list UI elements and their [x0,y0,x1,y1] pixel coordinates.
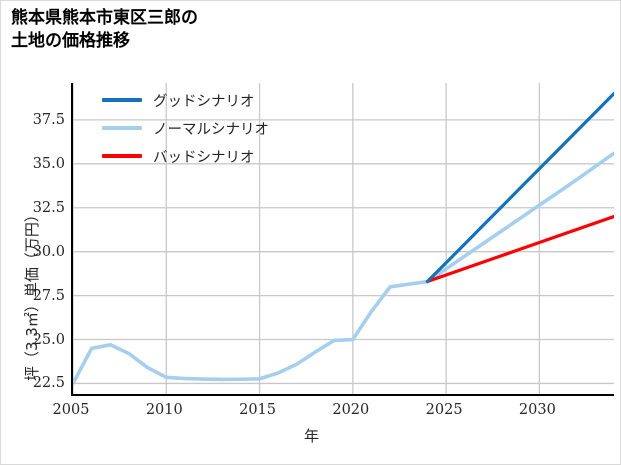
plot-area [71,83,614,396]
x-tick-label: 2015 [239,402,276,418]
chart-legend: グッドシナリオ ノーマルシナリオ バッドシナリオ [102,91,269,166]
legend-item[interactable]: バッドシナリオ [102,147,269,166]
legend-swatch-icon [102,98,142,102]
chart-svg [73,83,614,394]
page-title: 熊本県熊本市東区三郎の 土地の価格推移 [11,8,198,51]
x-axis-title: 年 [303,427,319,445]
x-tick-label: 2010 [145,402,183,418]
legend-swatch-icon [102,154,142,158]
x-tick-label: 2025 [425,402,463,418]
legend-item-label: ノーマルシナリオ [153,121,269,138]
legend-swatch-icon [102,126,142,130]
legend-item[interactable]: グッドシナリオ [102,91,269,110]
y-tick-label: 37.5 [32,111,65,128]
series-line-バッドシナリオ [425,214,614,284]
series-line-グッドシナリオ [425,91,614,284]
legend-item-label: グッドシナリオ [153,93,255,110]
x-tick-label: 2005 [52,402,90,418]
x-tick-label: 2020 [332,402,370,418]
y-tick-label: 35.0 [32,155,65,172]
y-axis-title: 坪（3.3㎡）単価（万円） [23,207,41,381]
series-line-ノーマルシナリオ [73,151,614,386]
legend-item[interactable]: ノーマルシナリオ [102,119,269,138]
legend-item-label: バッドシナリオ [153,149,255,166]
x-tick-label: 2030 [518,402,556,418]
